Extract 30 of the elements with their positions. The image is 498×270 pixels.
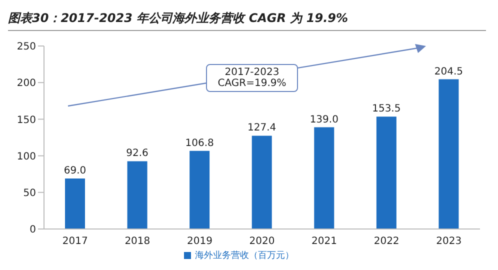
text: 92.6 xyxy=(126,148,148,160)
y-tick-label: 150 xyxy=(16,114,36,126)
bar xyxy=(252,136,272,229)
y-tick-label: 100 xyxy=(16,151,36,162)
x-tick-label: 2022 xyxy=(374,236,400,248)
text: 69.0 xyxy=(64,165,86,176)
text: 204.5 xyxy=(434,66,464,78)
x-tick-label: 2020 xyxy=(249,236,275,248)
bar xyxy=(65,178,85,229)
text: 106.8 xyxy=(185,138,214,149)
x-tick-label: 2017 xyxy=(62,236,88,248)
chart-title: 图表30：2017-2023 年公司海外业务营收 CAGR 为 19.9% xyxy=(8,10,486,31)
x-tick-label: 2018 xyxy=(124,236,150,248)
text: 127.4 xyxy=(248,122,276,134)
bar xyxy=(438,79,459,229)
bar xyxy=(127,161,148,229)
annotation: 2017-2023 CAGR=19.9% xyxy=(206,64,298,92)
y-tick-label: 250 xyxy=(16,42,36,53)
bar xyxy=(376,116,396,229)
y-tick-label: 50 xyxy=(23,188,36,199)
bar xyxy=(314,127,334,229)
y-tick-label: 0 xyxy=(30,224,36,236)
x-tick-label: 2023 xyxy=(436,236,462,248)
text: 139.0 xyxy=(310,114,338,126)
x-tick-label: 2021 xyxy=(312,236,338,248)
legend-label: 海外业务营收（百万元） xyxy=(195,251,294,261)
text: 153.5 xyxy=(372,104,401,115)
x-tick-label: 2019 xyxy=(186,236,212,248)
bar xyxy=(190,150,210,229)
y-tick-label: 200 xyxy=(16,78,36,90)
